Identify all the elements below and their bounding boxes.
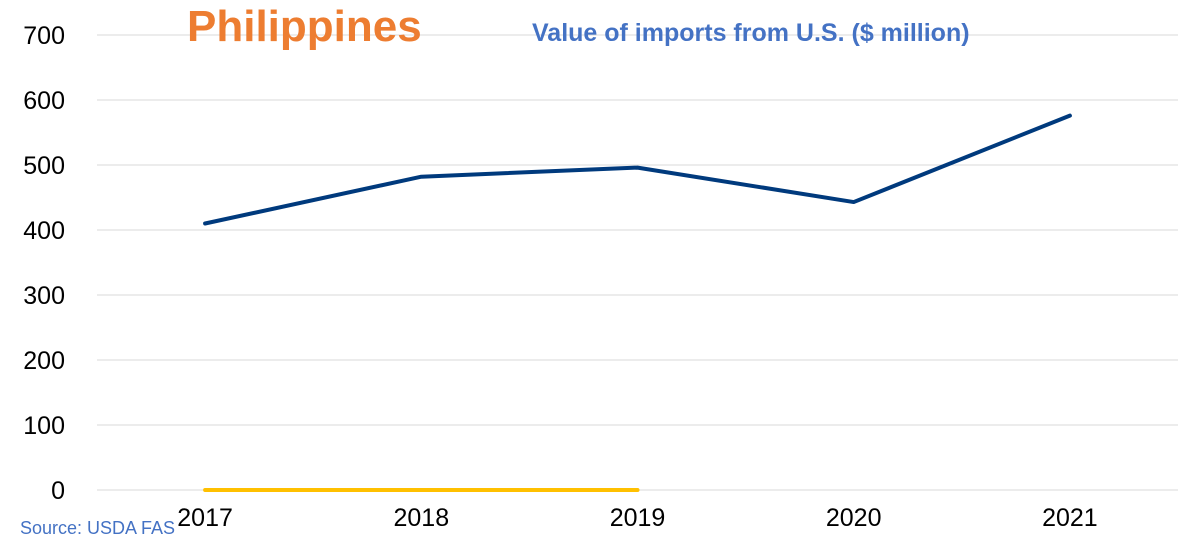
y-tick-label: 300	[23, 282, 65, 310]
x-tick-label: 2021	[1042, 504, 1098, 532]
source-note: Source: USDA FAS	[20, 518, 176, 538]
chart-subtitle: Value of imports from U.S. ($ million)	[532, 19, 970, 47]
y-tick-label: 400	[23, 217, 65, 245]
y-tick-label: 100	[23, 412, 65, 440]
series-line	[203, 113, 1072, 226]
y-tick-label: 700	[23, 22, 65, 50]
x-tick-label: 2018	[393, 504, 449, 532]
y-tick-label: 600	[23, 87, 65, 115]
y-tick-label: 0	[51, 477, 65, 505]
x-tick-label: 2020	[826, 504, 882, 532]
y-tick-label: 500	[23, 152, 65, 180]
chart-title: Philippines	[187, 2, 422, 51]
x-tick-label: 2019	[610, 504, 666, 532]
x-tick-label: 2017	[177, 504, 233, 532]
y-tick-label: 200	[23, 347, 65, 375]
